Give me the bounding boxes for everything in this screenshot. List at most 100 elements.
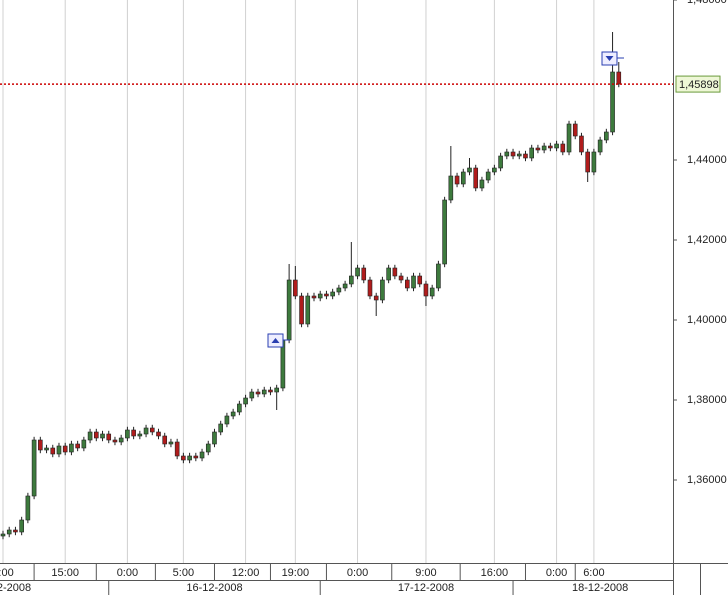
candle-body — [255, 391, 261, 395]
candle-body — [81, 439, 87, 449]
x-tick-label: 0:00 — [0, 567, 14, 579]
candle-body — [69, 443, 74, 453]
candle-body — [6, 529, 12, 535]
candle-body — [336, 287, 342, 293]
x-tick-label: 16:00 — [481, 567, 509, 579]
x-tick-label: 15:00 — [51, 567, 79, 579]
x-tick-label: 12:00 — [232, 567, 260, 579]
candle-body — [25, 495, 31, 521]
candle-body — [162, 435, 168, 445]
candle-body — [205, 443, 211, 453]
candle-body — [616, 71, 622, 85]
candle-body — [560, 143, 566, 153]
y-tick-label: 1,40000 — [687, 314, 727, 326]
candle-body — [174, 441, 180, 457]
candle-body — [274, 387, 279, 393]
candle-body — [473, 167, 479, 189]
y-tick-label: 1,48000 — [687, 0, 727, 6]
candle-body — [423, 283, 429, 297]
candle-body — [249, 391, 255, 399]
current-price-box — [675, 75, 721, 93]
candle-body — [597, 139, 603, 153]
candle-body — [454, 175, 460, 185]
candles — [0, 32, 622, 540]
candle-body — [448, 175, 454, 201]
candle-body — [100, 433, 105, 439]
candle-body — [398, 275, 404, 281]
candle-body — [554, 143, 559, 149]
candle-body — [460, 171, 466, 185]
candle-body — [392, 267, 398, 277]
candle-body — [131, 429, 136, 437]
candle-body — [199, 451, 205, 459]
x-tick-label: 5:00 — [173, 567, 194, 579]
candle-body — [311, 295, 317, 299]
candle-body — [386, 267, 391, 281]
candle-body — [168, 441, 174, 445]
candle-body — [585, 151, 590, 173]
candle-body — [112, 439, 118, 443]
candle-body — [349, 275, 354, 285]
x-tick-label: 19:00 — [282, 567, 310, 579]
overlay — [0, 51, 673, 348]
candle-body — [31, 439, 37, 497]
candle-body — [125, 429, 130, 439]
y-tick-label: 1,42000 — [687, 234, 727, 246]
candle-body — [361, 267, 367, 281]
y-tick-label: 1,38000 — [687, 394, 727, 406]
candle-body — [330, 291, 335, 297]
candle-body — [324, 293, 329, 297]
candle-body — [224, 415, 230, 425]
candle-body — [44, 447, 49, 451]
candle-body — [523, 153, 528, 159]
x-tick-label: 0:00 — [546, 567, 567, 579]
y-tick-label: 1,36000 — [687, 474, 727, 486]
x-tick-label: 0:00 — [347, 567, 368, 579]
x-tick-label: 9:00 — [415, 567, 436, 579]
candle-body — [56, 445, 62, 455]
candle-body — [492, 167, 497, 173]
candle-body — [62, 445, 68, 453]
candle-body — [293, 279, 298, 297]
candle-body — [19, 519, 24, 533]
candle-body — [268, 389, 273, 393]
candle-body — [156, 431, 161, 437]
candle-body — [106, 433, 112, 441]
y-tick-label: 1,44000 — [687, 154, 727, 166]
candle-body — [243, 397, 248, 405]
x-tick-label: 0:00 — [117, 567, 138, 579]
candle-body — [516, 153, 522, 157]
buy-marker-arrow — [271, 338, 280, 343]
candle-body — [137, 433, 143, 437]
candle-body — [94, 431, 99, 439]
candle-body — [579, 135, 584, 153]
candle-body — [566, 123, 572, 153]
candle-body — [591, 151, 597, 173]
date-label: 16-12-2008 — [186, 582, 242, 594]
candle-body — [149, 427, 155, 433]
candle-body — [212, 431, 217, 445]
candle-body — [286, 279, 292, 341]
x-tick-label: 6:00 — [583, 567, 604, 579]
candle-body — [193, 455, 199, 459]
candle-body — [535, 147, 541, 151]
candle-body — [75, 443, 80, 449]
candle-body — [87, 431, 93, 441]
candle-body — [380, 279, 385, 301]
candle-body — [181, 455, 186, 461]
candle-body — [0, 533, 6, 537]
date-label: 17-12-2008 — [398, 582, 454, 594]
candle-body — [13, 529, 18, 533]
candle-body — [38, 439, 43, 451]
candle-body — [529, 147, 535, 159]
candle-body — [504, 151, 510, 157]
candle-body — [317, 293, 323, 299]
candle-body — [411, 275, 416, 289]
candle-body — [367, 279, 373, 297]
candle-body — [299, 295, 304, 325]
candle-body — [442, 199, 447, 265]
candle-body — [305, 295, 311, 325]
candle-body — [417, 275, 423, 285]
